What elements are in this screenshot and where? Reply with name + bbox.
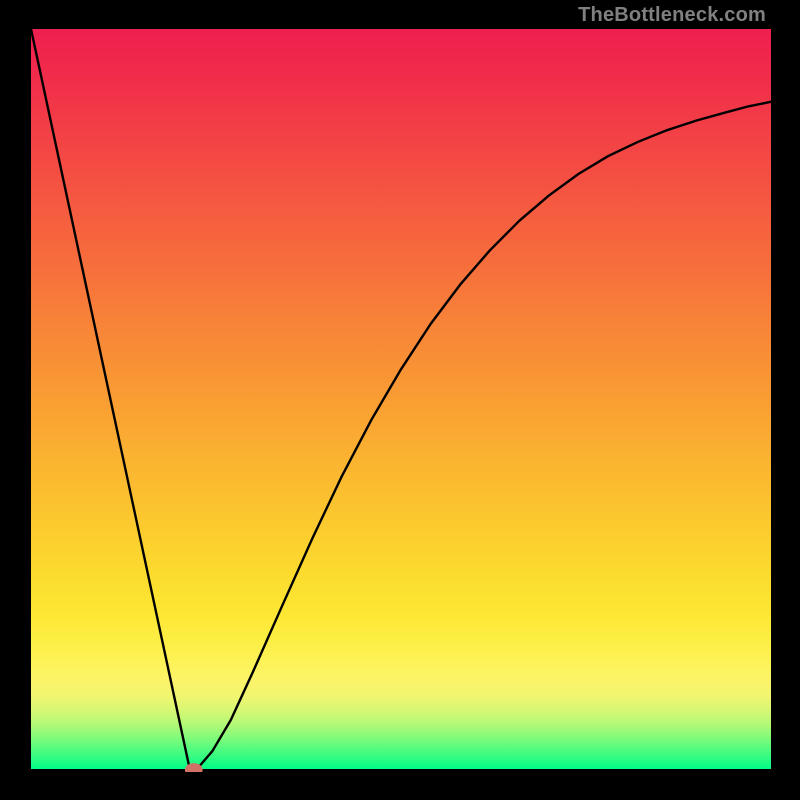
bottleneck-curve [31, 29, 771, 770]
chart-frame: TheBottleneck.com [0, 0, 800, 800]
watermark-text: TheBottleneck.com [578, 4, 766, 27]
bottleneck-curve-layer [31, 29, 771, 772]
plot-area [31, 29, 771, 772]
